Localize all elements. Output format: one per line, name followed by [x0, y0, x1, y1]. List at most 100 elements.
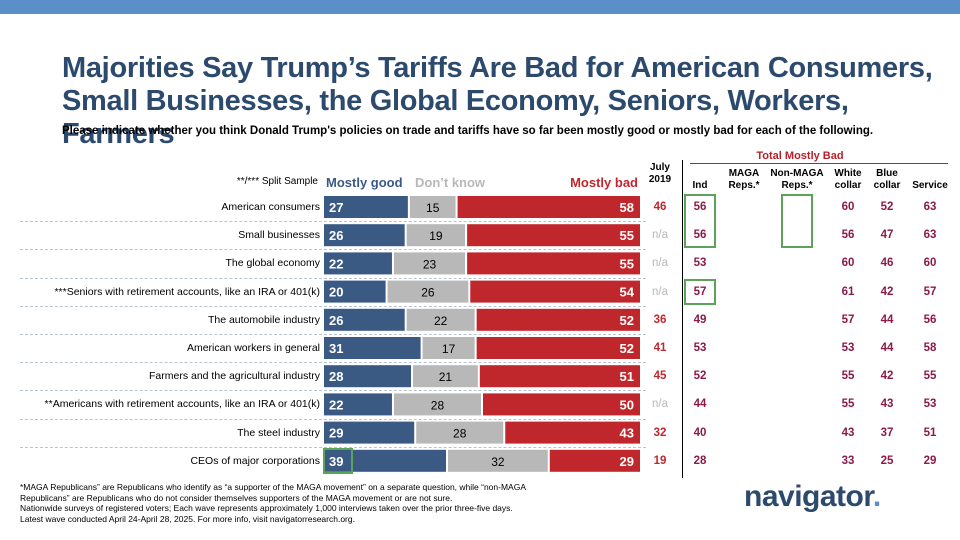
subgroup-header: Blue collar — [857, 168, 917, 192]
july-2019-cell: 41 — [653, 342, 667, 354]
total-mostly-bad-cell — [726, 284, 762, 300]
legend-mostly-good: Mostly good — [326, 175, 403, 190]
row-separator — [20, 390, 646, 392]
subgroup-header: MAGA Reps.* — [714, 168, 774, 192]
bar-dont-know-label: 21 — [439, 370, 453, 384]
row-label: American workers in general — [186, 342, 320, 354]
july-2019-cell: 46 — [653, 201, 667, 213]
subgroup-header-line: collar — [834, 180, 862, 191]
bar-mostly-good — [324, 393, 392, 416]
total-mostly-bad-cell: 53 — [923, 398, 937, 411]
july-2019-cell: n/a — [652, 398, 668, 411]
row-separator — [20, 446, 646, 448]
bar-dont-know-label: 17 — [442, 342, 456, 356]
bar-mostly-good-label: 22 — [329, 397, 343, 412]
july-2019-header: July 2019 — [640, 162, 680, 186]
bar-mostly-bad — [483, 393, 640, 416]
subgroup-header: Non-MAGA Reps.* — [767, 168, 827, 192]
row-separator — [20, 362, 646, 364]
total-mostly-bad-cell: 40 — [693, 426, 707, 439]
question-subtitle: Please indicate whether you think Donald… — [62, 125, 874, 137]
row-label: CEOs of major corporations — [190, 454, 320, 467]
total-mostly-bad-cell: 56 — [923, 313, 937, 326]
subgroup-header-line: White — [834, 168, 862, 179]
total-mostly-bad-cell: 60 — [923, 257, 937, 270]
page-title: Majorities Say Trump’s Tariffs Are Bad f… — [62, 52, 942, 151]
bar-dont-know — [422, 337, 475, 359]
bar-mostly-good — [324, 449, 447, 472]
row-separator — [20, 418, 646, 420]
total-mostly-bad-cell — [779, 312, 815, 328]
subgroup-header-line: collar — [873, 180, 901, 191]
bar-dont-know-label: 28 — [453, 427, 467, 441]
total-mostly-bad-cell: 25 — [880, 454, 894, 467]
bar-mostly-good — [324, 421, 415, 444]
bar-mostly-good-label: 29 — [329, 426, 343, 441]
total-mostly-bad-cell: 46 — [880, 257, 894, 270]
subgroup-header-line: Blue — [876, 168, 898, 179]
row-separator — [20, 221, 646, 223]
footnote-line: Nationwide surveys of registered voters;… — [20, 503, 513, 513]
column-divider — [682, 160, 683, 478]
row-label: Small businesses — [238, 229, 320, 242]
total-mostly-bad-cell — [779, 453, 815, 469]
row-label: **Americans with retirement accounts, li… — [44, 398, 320, 411]
total-mostly-bad-cell: 56 — [841, 229, 855, 242]
july-2019-cell: 19 — [653, 454, 667, 467]
highlight-box — [684, 194, 716, 249]
july-2019-cell: 32 — [653, 426, 667, 439]
bar-dont-know — [387, 280, 469, 303]
total-mostly-bad-cell: 43 — [841, 426, 855, 439]
total-mostly-bad-cell: 56 — [693, 201, 707, 213]
bar-mostly-good-label: 20 — [329, 285, 343, 300]
total-mostly-bad-cell: 57 — [923, 285, 937, 298]
total-mostly-bad-cell — [726, 453, 762, 469]
row-separator — [20, 333, 646, 335]
july-2019-cell: n/a — [652, 257, 668, 270]
total-mostly-bad-cell: 42 — [880, 370, 894, 383]
total-header-underline — [690, 163, 948, 164]
row-label: ***Seniors with retirement accounts, lik… — [54, 285, 320, 298]
bar-mostly-bad-label: 54 — [620, 285, 635, 300]
total-mostly-bad-cell: 51 — [923, 426, 937, 439]
total-mostly-bad-cell: 60 — [841, 257, 855, 270]
total-mostly-bad-cell: 56 — [693, 229, 707, 242]
total-mostly-bad-cell: 37 — [880, 426, 894, 439]
bar-mostly-bad-label: 52 — [620, 341, 634, 356]
subgroup-header-line: Service — [912, 180, 948, 191]
total-mostly-bad-cell: 63 — [923, 201, 937, 213]
row-label: American consumers — [221, 201, 320, 213]
total-mostly-bad-cell — [779, 425, 815, 441]
bar-mostly-bad — [476, 337, 640, 359]
subgroup-header-line: Reps.* — [781, 180, 813, 191]
bar-dont-know-label: 26 — [421, 286, 435, 300]
bar-dont-know — [448, 449, 548, 472]
bar-mostly-good — [324, 224, 405, 247]
bar-dont-know — [406, 224, 466, 247]
footnotes: *MAGA Republicans” are Republicans who i… — [20, 482, 540, 524]
row-label: Farmers and the agricultural industry — [149, 370, 320, 383]
bar-mostly-bad-label: 58 — [620, 200, 634, 215]
total-mostly-bad-cell: 29 — [923, 454, 937, 467]
subgroup-header-line: MAGA — [728, 168, 760, 179]
total-mostly-bad-cell: 55 — [923, 370, 937, 383]
bar-dont-know-label: 23 — [423, 257, 437, 271]
total-mostly-bad-cell: 63 — [923, 229, 937, 242]
bar-mostly-bad — [479, 365, 640, 388]
bar-mostly-bad-label: 55 — [620, 256, 634, 271]
total-mostly-bad-cell: 43 — [880, 398, 894, 411]
bar-mostly-good-label: 39 — [329, 454, 343, 469]
logo-dot: . — [872, 480, 881, 513]
bar-mostly-good-label: 26 — [329, 313, 343, 328]
footnote-line: Republicans” are Republicans who do not … — [20, 492, 453, 503]
total-mostly-bad-cell — [779, 368, 815, 384]
total-mostly-bad-cell: 44 — [880, 342, 894, 354]
bar-mostly-good — [324, 196, 408, 218]
total-mostly-bad-cell: 44 — [880, 313, 894, 326]
bar-mostly-good-label: 26 — [329, 228, 343, 243]
july-2019-cell: n/a — [652, 229, 668, 242]
bar-mostly-bad-label: 43 — [620, 426, 634, 441]
bar-mostly-bad — [476, 308, 640, 331]
total-mostly-bad-cell: 57 — [841, 313, 855, 326]
